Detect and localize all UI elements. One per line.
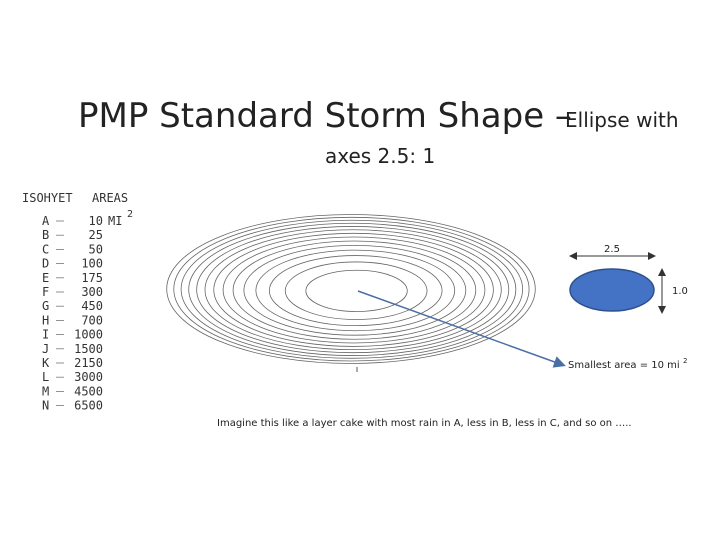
storm-ellipses [166, 214, 536, 364]
row-letter: N [42, 399, 49, 413]
row-letter: D [42, 257, 49, 271]
pointer-arrow [357, 290, 566, 368]
row-letter: M [42, 384, 49, 398]
row-letter: A [42, 214, 50, 228]
row-area: 10 [89, 214, 103, 228]
row-letter: F [42, 285, 49, 299]
title-line2: axes 2.5: 1 [325, 144, 435, 168]
minor-axis-label: 1.0 [672, 286, 688, 297]
isohyet-ellipse [173, 216, 530, 362]
header-isohyet: ISOHYET [22, 191, 73, 205]
isohyet-ellipse [305, 269, 408, 312]
row-letter: I [42, 328, 49, 342]
isohyet-ellipse [188, 222, 517, 356]
row-letter: J [42, 342, 49, 356]
isohyet-ellipse [204, 229, 502, 351]
isohyet-ellipse [284, 261, 428, 320]
isohyet-ellipse [268, 255, 443, 326]
row-area: 100 [81, 257, 103, 271]
row-area: 6500 [74, 399, 103, 413]
row-letter: C [42, 242, 49, 256]
row-letter: B [42, 228, 49, 242]
caption: Imagine this like a layer cake with most… [217, 418, 632, 429]
isohyet-ellipse [196, 226, 510, 354]
row-letter: H [42, 313, 49, 327]
row-area: 2150 [74, 356, 103, 370]
isohyet-ellipse [222, 236, 486, 344]
row-area: 25 [89, 228, 103, 242]
row-letter: L [42, 370, 49, 384]
smallest-area: Smallest area = 10 mi [568, 360, 680, 371]
row-letter: E [42, 271, 49, 285]
isohyet-ellipse [255, 249, 456, 332]
isohyet-rows: A 10 B 25 C 50 D 100 E 175 F 300 G 450 H 700 I 1000 J 1500 K… [42, 214, 103, 413]
row-area: 3000 [74, 370, 103, 384]
shape-ellipse [569, 268, 655, 312]
major-axis-label: 2.5 [604, 244, 620, 255]
unit: MI [108, 214, 122, 228]
row-area: 50 [89, 242, 103, 256]
isohyet-ellipse [166, 214, 536, 364]
row-area: 700 [81, 313, 103, 327]
row-area: 1000 [74, 328, 103, 342]
row-area: 450 [81, 299, 103, 313]
header-areas: AREAS [92, 191, 128, 205]
isohyet-ellipse [180, 219, 524, 359]
smallest-area-sup: 2 [683, 357, 687, 365]
row-letter: K [42, 356, 50, 370]
row-area: 175 [81, 271, 103, 285]
isohyet-ellipse [232, 240, 477, 340]
unit-sup: 2 [127, 209, 133, 220]
title-main: PMP Standard Storm Shape – [78, 96, 572, 136]
row-letter: G [42, 299, 49, 313]
title-small: Ellipse with [565, 108, 679, 132]
row-area: 1500 [74, 342, 103, 356]
isohyet-ellipse [213, 232, 494, 347]
row-area: 4500 [74, 384, 103, 398]
isohyet-ellipse [243, 244, 467, 336]
row-area: 300 [81, 285, 103, 299]
